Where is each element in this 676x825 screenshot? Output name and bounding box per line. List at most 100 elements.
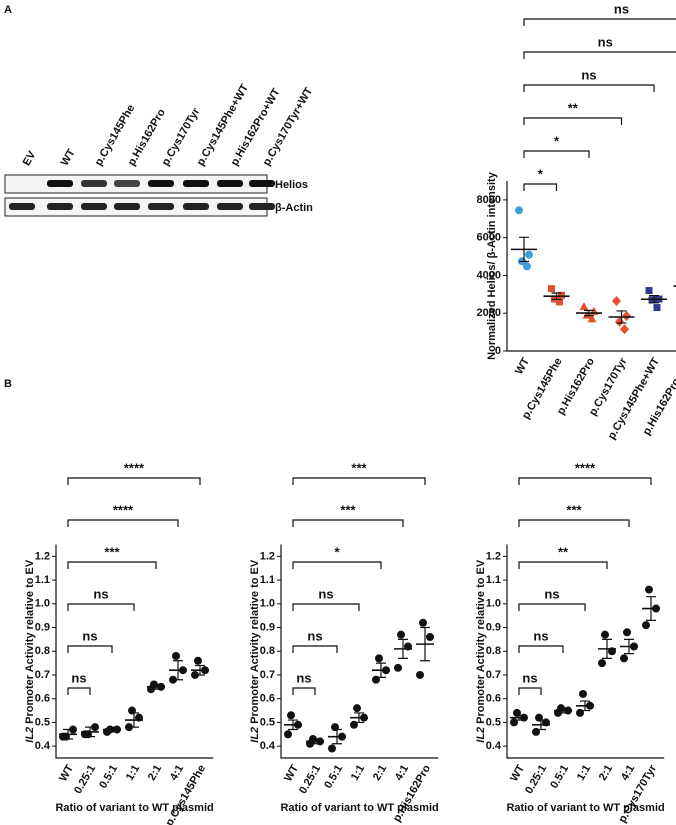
sem-bar [310, 738, 320, 745]
bracket [518, 561, 608, 569]
y-tick-label: 0.5 [35, 716, 50, 728]
point [515, 206, 523, 215]
band [148, 203, 174, 210]
sem-bar [514, 714, 524, 721]
y-tick-label: 0.7 [35, 669, 50, 681]
point [579, 689, 587, 698]
sem-bar [602, 638, 612, 659]
y-tick-label: 0.4 [35, 740, 51, 752]
x-tick-label: WT [513, 356, 532, 377]
y-tick-label: 8000 [477, 194, 501, 206]
x-tick-label: 1:1 [124, 763, 142, 783]
significance-label: ** [568, 100, 579, 115]
y-axis-label-part: Promoter Activity relative to EV [24, 559, 36, 724]
y-tick-label: 1.0 [260, 598, 275, 610]
x-tick-label: WT [282, 763, 301, 784]
significance-label: ** [558, 544, 569, 559]
x-tick-label: 4:1 [393, 763, 411, 783]
y-tick-label: 0.9 [35, 621, 50, 633]
axis [506, 544, 665, 759]
point [622, 311, 631, 322]
bracket [67, 645, 113, 653]
significance-label: **** [124, 460, 145, 475]
y-axis-label-part: IL2 [24, 727, 36, 743]
bracket [67, 687, 91, 695]
y-tick-label: 1.1 [35, 574, 50, 586]
y-tick-label: 1.0 [35, 598, 50, 610]
bracket [67, 477, 201, 485]
x-tick-label: 4:1 [619, 763, 637, 783]
y-axis-label-part: Promoter Activity relative to EV [249, 559, 261, 724]
sem-bar [624, 638, 634, 655]
sem-bar [536, 719, 546, 731]
sem-bar [580, 700, 590, 712]
bracket [523, 150, 590, 158]
significance-label: *** [104, 544, 120, 559]
point [394, 663, 402, 672]
y-tick-label: 1.2 [486, 550, 501, 562]
x-tick-label: 0.25:1 [297, 763, 323, 796]
x-tick-label: 1:1 [349, 763, 367, 783]
sem-bar [288, 719, 298, 731]
bracket [518, 519, 630, 527]
y-tick-label: 0.9 [486, 621, 501, 633]
point [426, 633, 434, 642]
point [645, 287, 653, 295]
bracket [67, 603, 135, 611]
point [284, 730, 292, 739]
significance-label: ns [522, 670, 537, 685]
band [114, 203, 140, 210]
y-tick-label: 1.1 [486, 574, 501, 586]
sem-bar [558, 707, 568, 714]
point [623, 628, 631, 637]
point [582, 310, 592, 319]
point [615, 316, 624, 327]
point [620, 324, 629, 335]
x-axis-label: Ratio of variant to WT plasmid [55, 802, 213, 814]
significance-label: * [334, 544, 340, 559]
sem-bar [376, 662, 386, 678]
point [620, 654, 628, 663]
bracket [518, 603, 586, 611]
x-tick-label: WT [57, 763, 76, 784]
y-tick-label: 0.5 [260, 716, 275, 728]
sem-bar [151, 683, 161, 690]
bracket [523, 51, 676, 59]
sem-bar [332, 728, 342, 745]
sem-bar [646, 596, 656, 622]
point [548, 285, 555, 293]
sem-bar [551, 292, 562, 301]
significance-label: ns [581, 67, 596, 82]
x-tick-label: 4:1 [168, 763, 186, 783]
bracket [292, 519, 404, 527]
significance-label: **** [113, 502, 134, 517]
axis [506, 181, 676, 352]
sem-bar [173, 660, 183, 681]
band [81, 180, 107, 187]
x-tick-label: 1:1 [575, 763, 593, 783]
panel-label: A [4, 4, 12, 16]
bracket [518, 687, 542, 695]
bracket [292, 477, 426, 485]
sem-bar [398, 638, 408, 659]
x-tick-label: 0.5:1 [97, 763, 120, 791]
point [353, 704, 361, 713]
band [183, 203, 209, 210]
axis [280, 544, 439, 759]
point [601, 630, 609, 639]
x-tick-label: 2:1 [597, 763, 615, 783]
sem-bar [649, 295, 659, 304]
band [183, 180, 209, 187]
band-label: Helios [275, 179, 308, 191]
bracket [523, 117, 623, 125]
lane-label: WT [59, 147, 78, 168]
x-axis-label: Ratio of variant to WT plasmid [280, 802, 438, 814]
sem-bar [420, 626, 430, 662]
bracket [292, 603, 360, 611]
significance-label: ns [598, 34, 613, 49]
significance-label: **** [575, 460, 596, 475]
bracket [523, 84, 655, 92]
y-tick-label: 0.9 [260, 621, 275, 633]
